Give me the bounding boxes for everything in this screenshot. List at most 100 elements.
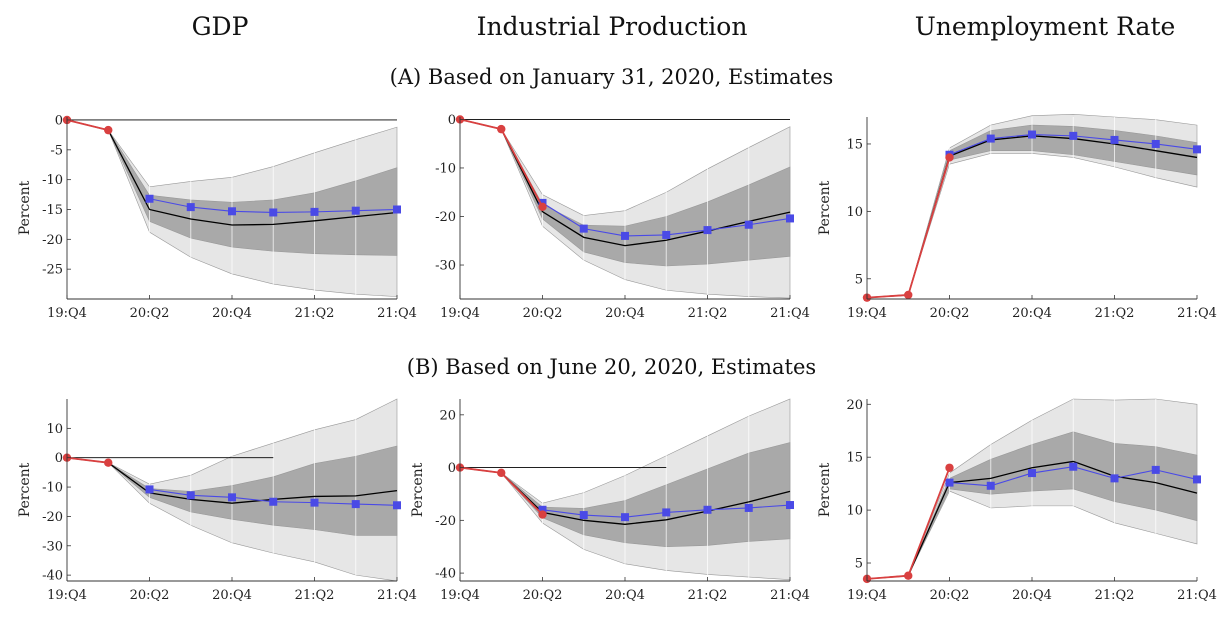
scenario-point: [1069, 131, 1078, 140]
x-tick-label: 20:Q2: [523, 306, 563, 321]
x-tick-label: 21:Q2: [688, 588, 728, 603]
scenario-point: [228, 207, 236, 216]
scenario-point: [186, 203, 195, 212]
y-tick-label: -5: [50, 143, 63, 158]
actual-line: [66, 119, 109, 132]
y-tick-label: -10: [435, 161, 456, 176]
row-title-a: (A) Based on January 31, 2020, Estimates: [389, 65, 834, 89]
actual-line: [66, 456, 109, 464]
y-tick-label: -20: [435, 210, 456, 225]
x-tick-label: 20:Q4: [212, 306, 252, 321]
scenario-point: [393, 501, 401, 510]
scenario-point: [393, 205, 401, 214]
row-title-b: (B) Based on June 20, 2020, Estimates: [406, 355, 817, 379]
x-tick-label: 21:Q2: [1095, 588, 1135, 603]
actual-point: [945, 153, 954, 162]
y-tick-label: 10: [846, 205, 863, 220]
scenario-point: [310, 498, 319, 507]
scenario-point: [786, 501, 794, 510]
x-tick-label: 20:Q2: [930, 588, 970, 603]
y-tick-label: 10: [846, 504, 863, 519]
scenario-point: [621, 513, 629, 522]
y-tick-label: 10: [46, 422, 63, 437]
y-axis-label: Percent: [817, 180, 833, 235]
y-tick-label: 5: [855, 557, 863, 572]
x-tick-label: 19:Q4: [440, 306, 480, 321]
actual-point: [945, 463, 954, 472]
actual-point: [904, 290, 913, 300]
x-tick-label: 20:Q4: [1012, 306, 1052, 321]
scenario-point: [579, 224, 588, 233]
scenario-point: [662, 230, 671, 239]
y-tick-label: 20: [439, 408, 456, 423]
chart-panel-a-industrial-production: 0 -10 -20 -30 19:Q4 20:Q2 20:Q4 21:Q2 21:Q4: [435, 113, 810, 321]
median-line: [866, 460, 1198, 580]
column-title-gdp: GDP: [191, 12, 249, 41]
x-tick-label: 20:Q4: [212, 588, 252, 603]
y-tick-label: 0: [55, 113, 63, 128]
x-tick-label: 20:Q4: [605, 306, 645, 321]
scenario-point: [744, 220, 753, 229]
plot-area: [62, 398, 401, 582]
y-tick-label: -20: [42, 233, 63, 248]
y-tick-label: -15: [42, 203, 63, 218]
x-tick-label: 20:Q2: [130, 588, 170, 603]
actual-point: [904, 571, 913, 580]
actual-point: [538, 202, 547, 211]
scenario-point: [269, 208, 278, 217]
y-tick-label: -40: [435, 567, 456, 582]
x-tick-label: 19:Q4: [847, 306, 887, 321]
x-tick-label: 19:Q4: [440, 588, 480, 603]
actual-point: [104, 458, 113, 467]
median-line: [66, 119, 398, 226]
plot-area: [62, 115, 401, 299]
y-tick-label: 15: [846, 451, 863, 466]
y-tick-label: 0: [448, 461, 456, 476]
scenario-point: [145, 194, 154, 203]
x-tick-label: 21:Q4: [1177, 588, 1217, 603]
x-tick-label: 19:Q4: [47, 588, 87, 603]
scenario-point: [621, 231, 629, 240]
scenario-point: [703, 505, 712, 514]
y-axis-label: Percent: [817, 462, 833, 517]
x-tick-label: 21:Q2: [295, 588, 335, 603]
scenario-point: [1151, 465, 1160, 474]
scenario-point: [310, 207, 319, 216]
scenario-point: [351, 500, 360, 509]
scenario-point: [786, 214, 794, 223]
y-tick-label: -20: [42, 510, 63, 525]
x-tick-label: 21:Q4: [770, 306, 810, 321]
chart-panel-b-unemployment-rate: 5 10 15 20 19:Q4 20:Q2 20:Q4 21:Q2 21:Q4 Percent: [817, 398, 1217, 603]
y-tick-label: -20: [435, 514, 456, 529]
median-line: [66, 457, 398, 504]
plot-area: [455, 115, 794, 299]
x-tick-label: 21:Q4: [1177, 306, 1217, 321]
x-tick-label: 21:Q2: [1095, 306, 1135, 321]
scenario-point: [744, 503, 753, 512]
x-tick-label: 20:Q2: [130, 306, 170, 321]
column-title-unemployment-rate: Unemployment Rate: [914, 12, 1176, 41]
y-tick-label: -40: [42, 569, 63, 584]
scenario-point: [1028, 130, 1036, 139]
column-title-industrial-production: Industrial Production: [476, 12, 748, 41]
y-tick-label: -30: [42, 539, 63, 554]
y-tick-label: 0: [55, 451, 63, 466]
actual-point: [538, 510, 547, 519]
x-tick-label: 21:Q4: [770, 588, 810, 603]
scenario-point: [1069, 462, 1078, 471]
scenario-point: [986, 134, 995, 143]
scenario-point: [269, 497, 278, 506]
scenario-point: [986, 481, 995, 490]
x-tick-label: 20:Q4: [1012, 588, 1052, 603]
scenario-point: [351, 206, 360, 215]
chart-panel-a-gdp: 0 -5 -10 -15 -20 -25 19:Q4 20:Q2 20:Q4 21:Q2 21:Q4…: [17, 113, 417, 321]
actual-point: [497, 124, 506, 134]
x-tick-label: 19:Q4: [47, 306, 87, 321]
scenario-point: [1151, 139, 1160, 148]
y-tick-label: 15: [846, 137, 863, 152]
scenario-point: [1110, 474, 1119, 483]
y-tick-label: -30: [435, 259, 456, 274]
y-axis-label: Percent: [410, 462, 426, 517]
x-tick-label: 19:Q4: [847, 588, 887, 603]
x-tick-label: 20:Q4: [605, 588, 645, 603]
